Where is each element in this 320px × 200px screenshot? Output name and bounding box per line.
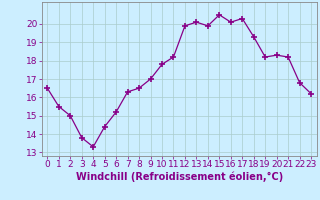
X-axis label: Windchill (Refroidissement éolien,°C): Windchill (Refroidissement éolien,°C) [76, 172, 283, 182]
